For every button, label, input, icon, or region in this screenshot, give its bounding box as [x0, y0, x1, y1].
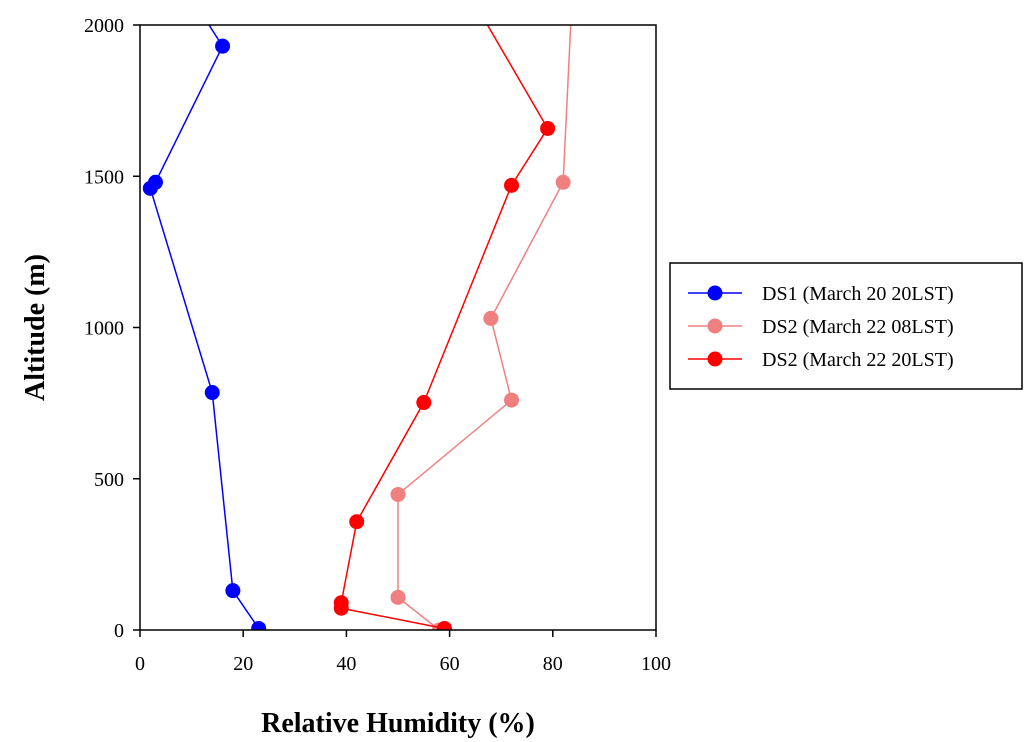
legend-item: DS1 (March 20 20LST): [688, 283, 954, 305]
y-tick-label: 1500: [84, 166, 124, 188]
y-tick-label: 1000: [84, 318, 124, 340]
data-point: [251, 620, 267, 630]
data-point: [390, 486, 406, 502]
data-point: [504, 177, 520, 193]
x-tick-label: 100: [641, 653, 671, 675]
legend-items: DS1 (March 20 20LST) DS2 (March 22 08LST)…: [688, 283, 954, 371]
series-1: [142, 25, 267, 630]
data-point: [540, 120, 556, 136]
x-tick-label: 40: [336, 653, 356, 675]
data-point: [215, 38, 231, 54]
data-point: [204, 385, 220, 401]
y-tick-label: 0: [114, 620, 124, 642]
series-line: [340, 25, 549, 630]
data-point: [555, 174, 571, 190]
legend-marker: [707, 351, 723, 367]
data-point: [483, 310, 499, 326]
data-point: [225, 583, 241, 599]
x-tick-label: 20: [233, 653, 253, 675]
x-tick-label: 0: [135, 653, 145, 675]
x-axis-title: Relative Humidity (%): [261, 708, 535, 739]
legend-label: DS2 (March 22 20LST): [762, 349, 954, 371]
data-point: [147, 174, 163, 190]
data-point: [349, 514, 365, 530]
data-point: [390, 589, 406, 605]
legend-label: DS2 (March 22 08LST): [762, 316, 954, 338]
legend: DS1 (March 20 20LST) DS2 (March 22 08LST)…: [669, 262, 1023, 390]
legend-item: DS2 (March 22 20LST): [688, 349, 954, 371]
x-tick-label: 60: [440, 653, 460, 675]
y-axis-title: Altitude (m): [20, 254, 51, 401]
data-point: [333, 595, 349, 611]
data-point: [436, 620, 452, 630]
series-3: [333, 25, 556, 630]
series-2: [390, 25, 572, 630]
legend-marker: [707, 318, 723, 334]
legend-marker: [707, 285, 723, 301]
legend-label: DS1 (March 20 20LST): [762, 283, 954, 305]
y-tick-label: 2000: [84, 15, 124, 37]
data-point: [416, 395, 432, 411]
y-tick-label: 500: [94, 469, 124, 491]
series-line: [149, 25, 260, 629]
plot-layer: [142, 25, 572, 630]
legend-item: DS2 (March 22 08LST): [688, 316, 954, 338]
x-tick-label: 80: [543, 653, 563, 675]
data-point: [504, 392, 520, 408]
series-line: [397, 25, 572, 630]
